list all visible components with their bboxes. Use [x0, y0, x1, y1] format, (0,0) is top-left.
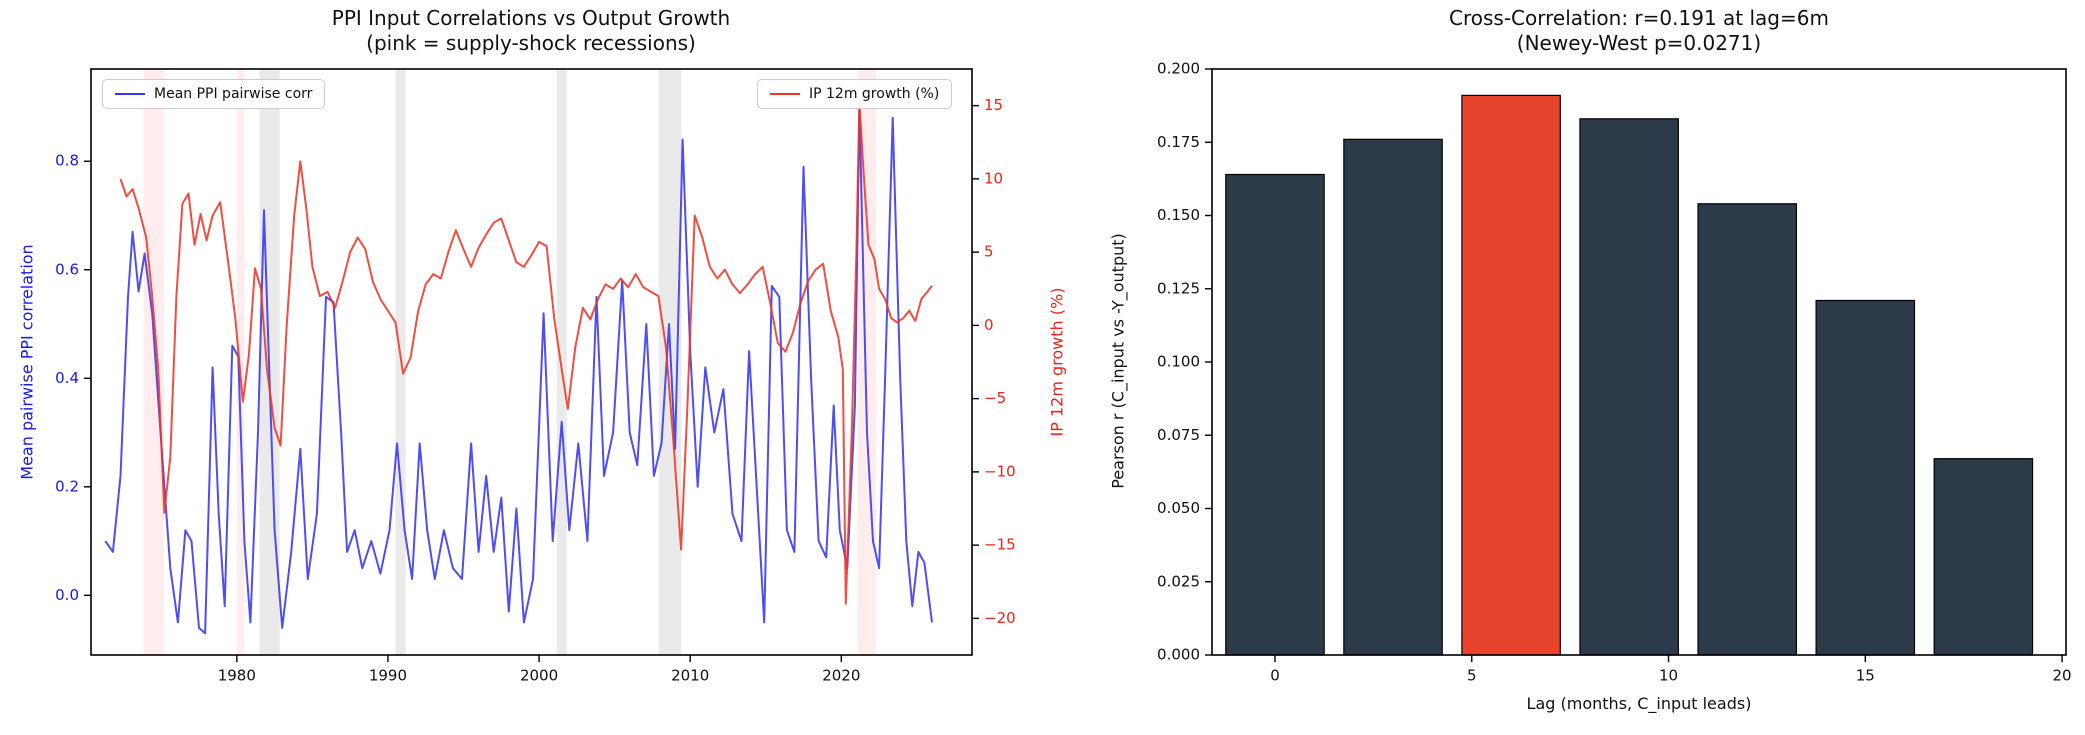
y-tick-label: 0.100 [1157, 353, 1200, 371]
x-tick-label: 15 [1856, 667, 1875, 685]
bar-lag-3 [1343, 138, 1443, 656]
right-y-tick-label: −20 [984, 609, 1016, 627]
bar-lag-15 [1815, 299, 1916, 656]
x-tick-label: 0 [1270, 667, 1280, 685]
ip-growth-line [119, 101, 933, 605]
x-tick-label: 2010 [671, 667, 709, 685]
left-chart-subtitle: (pink = supply-shock recessions) [366, 31, 696, 55]
right-y-tick-label: −15 [984, 536, 1016, 554]
bar-lag-6-highlighted [1461, 94, 1561, 656]
left-y-axis-label: Mean pairwise PPI correlation [17, 244, 37, 480]
right-chart-subtitle: (Newey-West p=0.0271) [1516, 31, 1762, 55]
right-x-axis-label: Lag (months, C_input leads) [1526, 694, 1752, 713]
right-y-tick-label: 0 [984, 316, 994, 334]
right-y-tick-label: −10 [984, 462, 1016, 480]
right-y-tick-label: −5 [984, 389, 1006, 407]
legend-ip-growth: IP 12m growth (%) [757, 79, 953, 109]
supply-shock-recession-band [143, 69, 164, 655]
supply-shock-recession-band [236, 69, 245, 655]
left-y-tick-label: 0.2 [55, 477, 79, 495]
left-plot-frame [90, 68, 973, 656]
x-tick-label: 2020 [822, 667, 860, 685]
left-y-tick-label: 0.6 [55, 260, 79, 278]
legend-ppi-corr: Mean PPI pairwise corr [102, 79, 326, 109]
y-tick-label: 0.200 [1157, 60, 1200, 78]
left-chart-title: PPI Input Correlations vs Output Growth [331, 6, 731, 30]
y-tick-label: 0.050 [1157, 499, 1200, 517]
x-tick-label: 10 [1659, 667, 1678, 685]
bar-lag-12 [1697, 203, 1798, 656]
right-y-axis-label: Pearson r (C_input vs -Y_output) [1108, 233, 1128, 489]
x-tick-label: 5 [1467, 667, 1477, 685]
left-y-tick-label: 0.8 [55, 152, 79, 170]
left-y-tick-label: 0.0 [55, 586, 79, 604]
ip-line-swatch [770, 93, 800, 95]
bar-lag-18 [1933, 458, 2034, 656]
y-tick-label: 0.000 [1157, 646, 1200, 664]
bar-lag-0 [1225, 173, 1325, 656]
legend-ip-label: IP 12m growth (%) [809, 86, 940, 102]
y-tick-label: 0.175 [1157, 133, 1200, 151]
ppi-line-swatch [115, 93, 145, 95]
bar-lag-9 [1579, 118, 1679, 656]
right-chart-title: Cross-Correlation: r=0.191 at lag=6m [1449, 6, 1829, 30]
y-tick-label: 0.025 [1157, 572, 1200, 590]
legend-ppi-label: Mean PPI pairwise corr [154, 86, 313, 102]
right-y-tick-label: 15 [984, 96, 1003, 114]
y-tick-label: 0.125 [1157, 279, 1200, 297]
y-tick-label: 0.150 [1157, 206, 1200, 224]
recession-band [556, 69, 567, 655]
y-tick-label: 0.075 [1157, 426, 1200, 444]
left-chart-right-y-axis-label: IP 12m growth (%) [1047, 287, 1067, 437]
left-y-tick-label: 0.4 [55, 369, 79, 387]
ppi-corr-line [104, 106, 933, 635]
x-tick-label: 1990 [369, 667, 407, 685]
x-tick-label: 1980 [218, 667, 256, 685]
x-tick-label: 20 [2053, 667, 2072, 685]
right-y-tick-label: 5 [984, 243, 994, 261]
right-y-tick-label: 10 [984, 169, 1003, 187]
x-tick-label: 2000 [520, 667, 558, 685]
